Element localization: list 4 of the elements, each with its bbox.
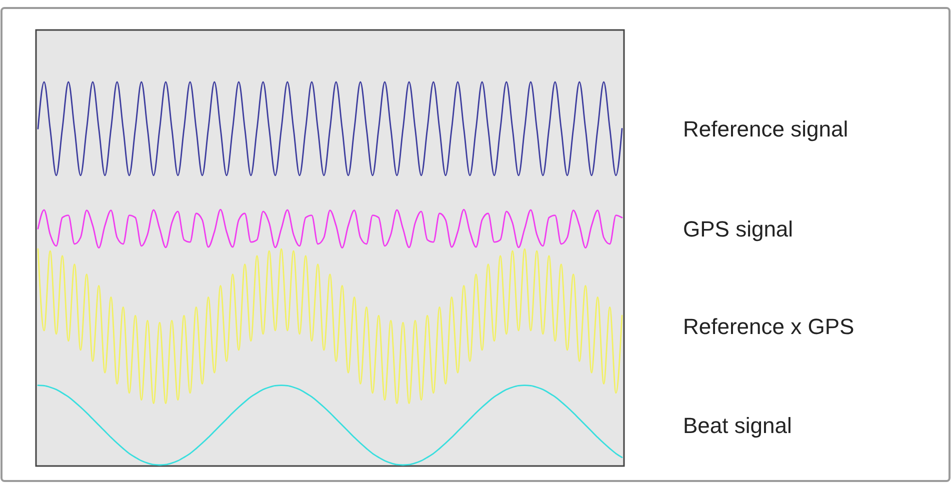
text: Reference signal [683, 116, 848, 142]
text: GPS signal [683, 216, 794, 242]
text: Reference x GPS [683, 314, 854, 339]
text: Beat signal [683, 412, 792, 438]
